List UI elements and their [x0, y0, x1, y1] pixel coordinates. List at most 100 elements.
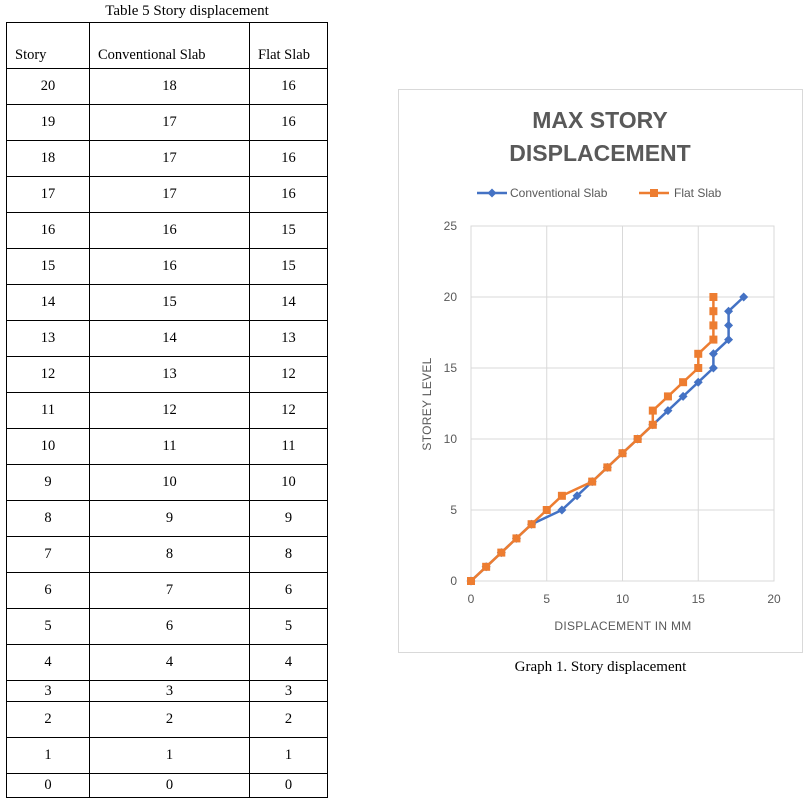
data-point-square [709, 321, 718, 330]
data-point-diamond [724, 306, 734, 316]
cell-story: 13 [6, 320, 90, 357]
cell-story: 14 [6, 284, 90, 321]
x-axis-ticks: 0 5 10 15 20 [468, 592, 781, 606]
cell-conventional-slab: 16 [89, 248, 250, 285]
cell-story: 2 [6, 701, 90, 738]
data-point-square [648, 420, 657, 429]
x-tick-label: 5 [543, 592, 550, 606]
table-row: 16 16 15 [6, 212, 328, 249]
cell-conventional-slab: 9 [89, 500, 250, 537]
cell-flat-slab: 14 [249, 284, 328, 321]
cell-story: 12 [6, 356, 90, 393]
legend-item-conventional-slab: Conventional Slab [477, 186, 608, 200]
cell-flat-slab: 16 [249, 104, 328, 141]
cell-flat-slab: 4 [249, 644, 328, 681]
header-conventional-slab: Conventional Slab [89, 22, 250, 69]
cell-story: 5 [6, 608, 90, 645]
data-point-square [467, 577, 475, 585]
cell-flat-slab: 11 [249, 428, 328, 465]
table-row: 11 12 12 [6, 392, 328, 429]
cell-conventional-slab: 12 [89, 392, 250, 429]
cell-flat-slab: 15 [249, 248, 328, 285]
y-axis-label: STOREY LEVEL [420, 357, 434, 450]
cell-story: 8 [6, 500, 90, 537]
cell-story: 20 [6, 68, 90, 105]
data-point-diamond [557, 505, 567, 515]
cell-flat-slab: 2 [249, 701, 328, 738]
table-row: 14 15 14 [6, 284, 328, 321]
header-flat-slab: Flat Slab [249, 22, 328, 69]
cell-story: 15 [6, 248, 90, 285]
data-point-square [618, 449, 627, 458]
y-tick-label: 5 [450, 503, 457, 517]
cell-story: 0 [6, 773, 90, 798]
x-tick-label: 10 [616, 592, 630, 606]
cell-story: 4 [6, 644, 90, 681]
cell-conventional-slab: 18 [89, 68, 250, 105]
cell-story: 18 [6, 140, 90, 177]
y-tick-label: 25 [444, 219, 458, 233]
data-point-square [482, 562, 491, 571]
y-tick-label: 10 [444, 432, 458, 446]
data-point-square [648, 406, 657, 415]
y-tick-label: 0 [450, 574, 457, 588]
cell-story: 1 [6, 737, 90, 774]
data-point-diamond [724, 335, 734, 345]
legend-label: Flat Slab [674, 186, 722, 200]
cell-flat-slab: 12 [249, 356, 328, 393]
data-point-square [679, 378, 688, 387]
cell-conventional-slab: 16 [89, 212, 250, 249]
cell-flat-slab: 10 [249, 464, 328, 501]
chart-title-line-1: MAX STORY [532, 107, 667, 133]
data-point-diamond [724, 320, 734, 330]
chart-legend: Conventional Slab Flat Slab [477, 186, 722, 200]
cell-flat-slab: 6 [249, 572, 328, 609]
cell-conventional-slab: 15 [89, 284, 250, 321]
legend-label: Conventional Slab [510, 186, 608, 200]
cell-conventional-slab: 8 [89, 536, 250, 573]
table-row: 12 13 12 [6, 356, 328, 393]
x-tick-label: 20 [767, 592, 781, 606]
chart-series [466, 292, 749, 586]
chart-frame: MAX STORY DISPLACEMENT Conventional Slab… [398, 89, 803, 653]
data-point-diamond [739, 292, 749, 302]
cell-conventional-slab: 3 [89, 680, 250, 702]
cell-conventional-slab: 0 [89, 773, 250, 798]
cell-flat-slab: 1 [249, 737, 328, 774]
data-point-square [694, 349, 703, 358]
cell-conventional-slab: 17 [89, 176, 250, 213]
data-point-diamond [708, 349, 718, 359]
cell-flat-slab: 0 [249, 773, 328, 798]
cell-conventional-slab: 13 [89, 356, 250, 393]
data-point-square [603, 463, 612, 472]
table-row: 17 17 16 [6, 176, 328, 213]
data-point-square [694, 364, 703, 372]
cell-story: 3 [6, 680, 90, 702]
table-row: 9 10 10 [6, 464, 328, 501]
legend-item-flat-slab: Flat Slab [639, 186, 722, 200]
cell-story: 11 [6, 392, 90, 429]
cell-flat-slab: 12 [249, 392, 328, 429]
table-row: 20 18 16 [6, 68, 328, 105]
data-point-square [663, 392, 672, 401]
data-point-diamond [572, 491, 582, 501]
table-row: 15 16 15 [6, 248, 328, 285]
cell-flat-slab: 9 [249, 500, 328, 537]
cell-conventional-slab: 1 [89, 737, 250, 774]
table-row: 19 17 16 [6, 104, 328, 141]
cell-flat-slab: 16 [249, 176, 328, 213]
cell-conventional-slab: 6 [89, 608, 250, 645]
data-point-diamond [487, 188, 497, 198]
table-row: 10 11 11 [6, 428, 328, 465]
table-caption: Table 5 Story displacement [105, 3, 269, 19]
cell-story: 6 [6, 572, 90, 609]
cell-flat-slab: 5 [249, 608, 328, 645]
cell-story: 16 [6, 212, 90, 249]
data-point-diamond [693, 377, 703, 387]
